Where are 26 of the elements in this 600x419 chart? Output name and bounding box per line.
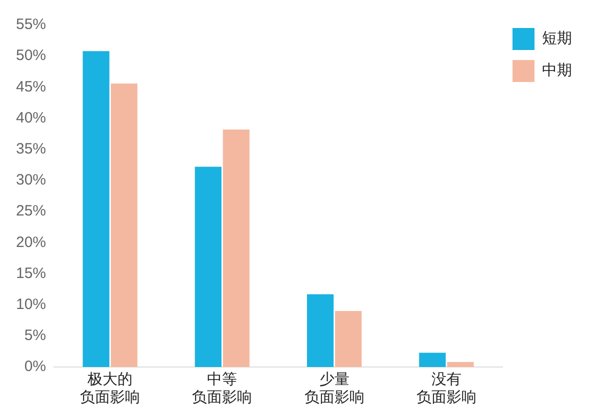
x-tick-label: 中等负面影响 [192,370,252,406]
x-tick-label: 没有负面影响 [416,370,476,406]
y-tick-label: 45% [16,78,46,96]
bar [222,129,250,367]
legend-label: 中期 [542,60,572,79]
y-tick-label: 40% [16,109,46,126]
bar [194,166,222,367]
bar [306,294,334,367]
y-tick-label: 5% [24,327,46,344]
y-tick-label: 10% [16,296,46,313]
x-tick-label: 少量负面影响 [304,370,364,406]
y-tick-label: 15% [16,264,46,282]
bar [447,362,474,367]
y-tick-label: 35% [16,140,46,158]
bar [419,352,446,367]
y-tick-label: 25% [16,202,46,220]
x-tick-label: 极大的负面影响 [80,370,140,406]
y-tick-label: 0% [24,358,46,376]
bar [335,311,362,367]
bar [110,83,138,367]
bar [82,51,110,367]
legend-label: 短期 [542,28,572,47]
y-tick-label: 50% [16,47,46,64]
y-tick-label: 55% [16,16,46,34]
y-tick-label: 30% [16,172,46,189]
y-tick-label: 20% [16,234,46,251]
